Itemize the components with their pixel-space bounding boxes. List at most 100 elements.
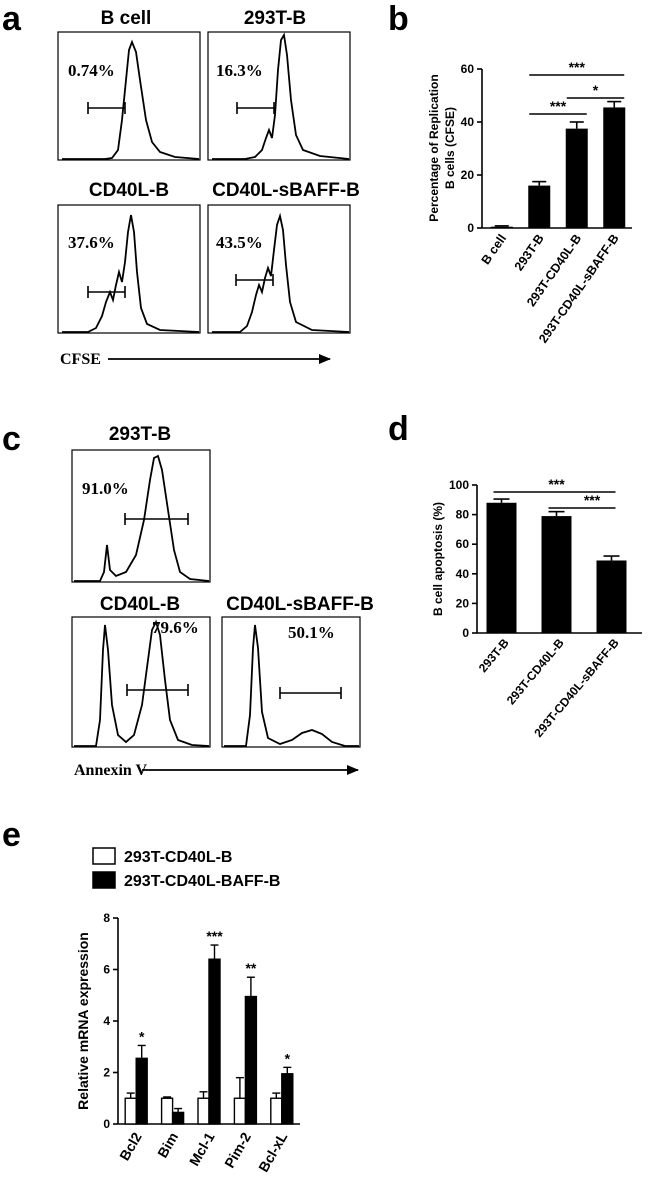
- hist-title-c-cd40l-b: CD40L-B: [100, 594, 180, 615]
- panel-label-d: d: [388, 410, 409, 448]
- b-y-tick-label: 0: [467, 221, 474, 235]
- e-bar-pim-2-293t-cd40l-baff-b: [244, 995, 258, 1125]
- hist-curve-cd40l-sbaff-b: [212, 212, 350, 333]
- e-legend-swatch-293t-cd40l-baff-b: [92, 871, 116, 889]
- d-bar-293t-b: [486, 502, 517, 633]
- e-legend-label-293t-cd40l-b: 293T-CD40L-B: [124, 849, 232, 866]
- panel-a: B cell 0.74% 293T-B 16.3% CD40L-B 37.6% …: [57, 8, 360, 368]
- b-y-tick-label: 20: [461, 168, 475, 182]
- hist-curve-cd40l-b: [62, 214, 200, 333]
- hist-curve-c-293t-b: [74, 454, 210, 582]
- gate-marker-293t-b: [236, 102, 275, 114]
- d-significance-label: ***: [584, 492, 601, 508]
- b-y-axis-label-line2: B cells (CFSE): [443, 107, 457, 189]
- e-bar-bim-293t-cd40l-b: [160, 1097, 174, 1125]
- e-significance-label: *: [139, 1028, 145, 1044]
- e-legend-swatch-293t-cd40l-b: [92, 847, 116, 865]
- hist-percent-c-cd40l-b: 79.6%: [152, 618, 199, 637]
- b-bar-293t-b: [528, 185, 551, 228]
- b-y-axis-label-line1: Percentage of Replication: [427, 74, 441, 221]
- e-x-tick-label: Mcl-1: [186, 1129, 218, 1168]
- hist-title-c-cd40l-sbaff-b: CD40L-sBAFF-B: [226, 594, 374, 615]
- gate-marker-b-cell: [87, 102, 126, 114]
- b-significance-label: ***: [550, 98, 567, 114]
- panel-label-b: b: [388, 0, 409, 38]
- b-significance-label: *: [593, 82, 599, 98]
- e-x-tick-label: Pim-2: [221, 1129, 254, 1170]
- e-x-tick-label: Bcl-xL: [255, 1129, 290, 1174]
- hist-curve-c-cd40l-b: [74, 619, 210, 747]
- hist-curve-c-cd40l-sbaff-b: [224, 624, 359, 747]
- b-bar-b-cell: [490, 226, 513, 228]
- e-legend-label-293t-cd40l-baff-b: 293T-CD40L-BAFF-B: [124, 873, 280, 890]
- chart-e-mrna-expression: 0 2 4 6 8 * Bcl2 Bim *** Mcl-1 ** Pim-2 * Bcl-xL Relat…: [75, 847, 300, 1175]
- hist-title-293t-b: 293T-B: [244, 8, 306, 29]
- hist-percent-293t-b: 16.3%: [216, 61, 263, 80]
- d-y-tick-label: 0: [462, 626, 469, 640]
- panel-label-e: e: [2, 816, 21, 854]
- hist-title-cd40l-sbaff-b: CD40L-sBAFF-B: [212, 180, 360, 201]
- d-y-tick-label: 40: [456, 567, 470, 581]
- gate-marker-cd40l-b: [87, 286, 126, 298]
- d-y-tick-label: 100: [449, 478, 469, 492]
- d-x-tick-label: 293T-B: [476, 636, 512, 675]
- hist-box-c-cd40l-sbaff-b: [221, 616, 361, 748]
- e-y-tick-label: 6: [103, 963, 110, 977]
- hist-title-c-293t-b: 293T-B: [109, 424, 171, 445]
- e-bar-pim-2-293t-cd40l-b: [233, 1097, 247, 1125]
- hist-box-b-cell: [57, 31, 201, 161]
- hist-percent-cd40l-b: 37.6%: [68, 233, 115, 252]
- b-bar-293t-cd40l-sbaff-b: [603, 107, 626, 228]
- e-y-tick-label: 0: [103, 1117, 110, 1131]
- cfse-axis-label: CFSE: [60, 351, 101, 368]
- hist-title-cd40l-b: CD40L-B: [89, 180, 169, 201]
- hist-percent-c-cd40l-sbaff-b: 50.1%: [288, 623, 335, 642]
- hist-percent-c-293t-b: 91.0%: [82, 479, 129, 498]
- hist-box-c-293t-b: [71, 449, 211, 583]
- d-y-axis-label: B cell apoptosis (%): [431, 502, 445, 616]
- d-x-tick-label: 293T-CD40L-B: [504, 636, 567, 708]
- d-y-tick-label: 80: [456, 508, 470, 522]
- d-bar-293t-cd40l-b: [541, 516, 572, 633]
- e-x-tick-label: Bim: [154, 1130, 181, 1161]
- e-significance-label: ***: [206, 928, 223, 944]
- e-y-tick-label: 2: [103, 1066, 110, 1080]
- d-y-tick-label: 60: [456, 537, 470, 551]
- hist-box-293t-b: [207, 31, 351, 161]
- e-bar-bcl2-293t-cd40l-baff-b: [135, 1057, 148, 1125]
- e-bar-mcl-1-293t-cd40l-b: [197, 1097, 210, 1125]
- b-significance-label: ***: [569, 59, 586, 75]
- hist-box-cd40l-sbaff-b: [207, 204, 351, 334]
- gate-marker-c-293t-b: [124, 513, 189, 525]
- hist-curve-b-cell: [62, 39, 200, 160]
- d-significance-label: ***: [548, 476, 565, 492]
- e-y-axis-label: Relative mRNA expression: [75, 932, 91, 1110]
- panel-label-a: a: [2, 0, 22, 38]
- hist-box-c-cd40l-b: [71, 616, 211, 748]
- d-y-tick-label: 20: [456, 596, 470, 610]
- b-bar-293t-cd40l-b: [565, 128, 588, 228]
- e-bar-bcl-xl-293t-cd40l-baff-b: [281, 1073, 294, 1125]
- gate-marker-c-cd40l-sbaff-b: [279, 687, 342, 699]
- panel-c: 293T-B 91.0% CD40L-B 79.6% CD40L-sBAFF-B…: [71, 424, 374, 779]
- e-bar-bcl2-293t-cd40l-b: [124, 1097, 137, 1125]
- e-y-tick-label: 4: [103, 1014, 110, 1028]
- hist-curve-293t-b: [212, 32, 350, 160]
- hist-box-cd40l-b: [57, 204, 201, 334]
- gate-marker-c-cd40l-b: [126, 684, 189, 696]
- panel-label-c: c: [2, 420, 21, 458]
- e-bar-bim-293t-cd40l-baff-b: [171, 1111, 185, 1125]
- hist-percent-b-cell: 0.74%: [68, 61, 115, 80]
- e-bar-bcl-xl-293t-cd40l-b: [270, 1097, 283, 1125]
- gate-marker-cd40l-sbaff-b: [235, 274, 274, 286]
- b-x-tick-label: B cell: [479, 232, 510, 267]
- e-significance-label: **: [245, 960, 256, 976]
- e-bar-mcl-1-293t-cd40l-baff-b: [208, 958, 221, 1125]
- e-y-tick-label: 8: [103, 911, 110, 925]
- b-y-tick-label: 60: [461, 62, 475, 76]
- d-bar-293t-cd40l-sbaff-b: [596, 560, 627, 633]
- e-x-tick-label: Bcl2: [116, 1129, 145, 1163]
- e-significance-label: *: [285, 1050, 291, 1066]
